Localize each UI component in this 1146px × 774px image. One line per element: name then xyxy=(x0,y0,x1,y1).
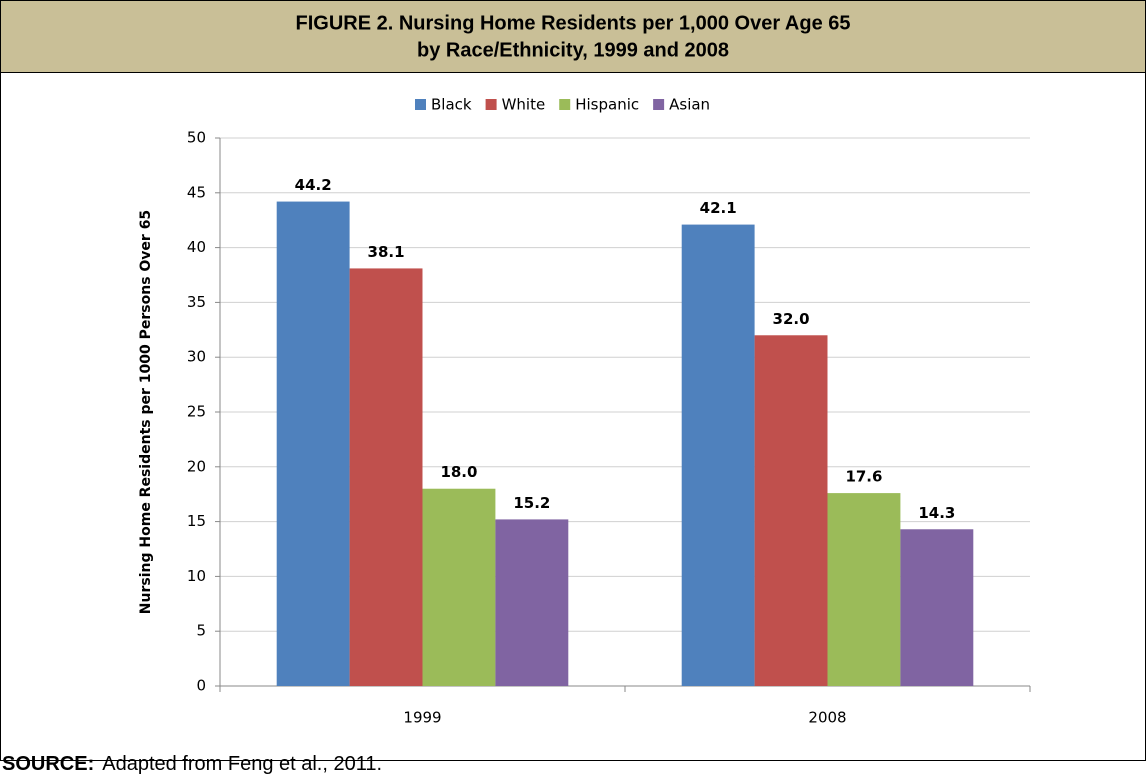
y-tick-label: 35 xyxy=(187,293,206,311)
data-label: 44.2 xyxy=(295,176,332,194)
y-axis-label: Nursing Home Residents per 1000 Persons … xyxy=(138,210,154,614)
data-label: 15.2 xyxy=(513,494,550,512)
y-tick-label: 30 xyxy=(187,348,206,366)
source: SOURCE: Adapted from Feng et al., 2011. xyxy=(2,753,382,774)
x-tick-label: 2008 xyxy=(808,709,846,727)
legend-label: Asian xyxy=(669,96,710,114)
bar xyxy=(681,224,755,687)
legend-swatch xyxy=(485,99,497,110)
y-tick-label: 5 xyxy=(196,622,206,640)
data-label: 17.6 xyxy=(845,468,882,486)
legend-swatch xyxy=(559,99,571,110)
bar xyxy=(754,335,828,686)
legend-swatch xyxy=(653,99,665,110)
y-tick-label: 25 xyxy=(187,403,206,421)
bar xyxy=(495,519,569,686)
y-tick-label: 0 xyxy=(196,677,206,695)
chart-title: FIGURE 2. Nursing Home Residents per 1,0… xyxy=(296,12,851,34)
legend-label: Black xyxy=(431,96,472,114)
source-text: Adapted from Feng et al., 2011. xyxy=(102,753,382,774)
data-label: 14.3 xyxy=(918,504,955,522)
bar xyxy=(900,529,974,686)
y-tick-label: 20 xyxy=(187,457,206,475)
data-label: 42.1 xyxy=(700,199,737,217)
chart-title: by Race/Ethnicity, 1999 and 2008 xyxy=(417,39,729,61)
chart-box xyxy=(0,72,1146,761)
y-tick-label: 50 xyxy=(187,129,206,147)
bar xyxy=(349,268,423,686)
data-label: 32.0 xyxy=(773,310,810,328)
data-label: 38.1 xyxy=(368,243,405,261)
bar xyxy=(276,201,350,686)
legend-swatch xyxy=(415,99,426,110)
legend-label: White xyxy=(502,96,546,114)
y-tick-label: 10 xyxy=(187,567,206,585)
header-band xyxy=(0,0,1146,73)
data-label: 18.0 xyxy=(440,463,477,481)
x-tick-label: 1999 xyxy=(403,709,441,727)
y-tick-label: 40 xyxy=(187,238,206,256)
bar xyxy=(827,493,901,686)
legend-label: Hispanic xyxy=(575,96,639,114)
y-tick-label: 45 xyxy=(187,183,206,201)
y-tick-label: 15 xyxy=(187,512,206,530)
bar xyxy=(422,488,496,686)
source-label: SOURCE: xyxy=(2,753,94,774)
